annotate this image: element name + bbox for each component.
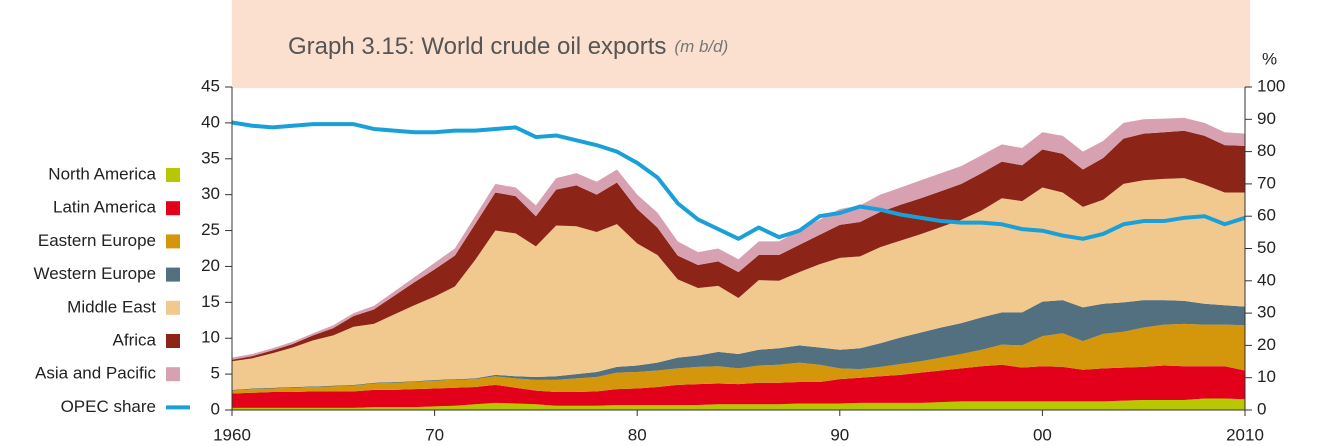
legend-label: Asia and Pacific	[35, 364, 156, 383]
area	[232, 300, 1245, 391]
units: (m b/d)	[674, 37, 728, 56]
legend-label: OPEC share	[61, 397, 156, 416]
y2-tick-label: 50	[1257, 238, 1276, 257]
y2-tick-label: 80	[1257, 141, 1276, 160]
y-tick-label: 5	[211, 364, 220, 383]
title-box	[232, 0, 1250, 88]
legend-swatch	[166, 300, 180, 315]
legend-swatch	[166, 367, 180, 382]
y-tick-label: 35	[201, 148, 220, 167]
line	[231, 120, 1246, 241]
legend-swatch	[166, 334, 180, 348]
y2-tick-label: 0	[1257, 399, 1266, 418]
y-tick-label: 20	[201, 256, 220, 275]
x-tick-label: 70	[425, 425, 444, 444]
title-text: Graph 3.15: World crude oil exports	[288, 33, 666, 60]
legend-label: Middle East	[67, 297, 156, 316]
y2-tick-label: 40	[1257, 270, 1276, 289]
area	[232, 323, 1245, 394]
y-tick-label: 25	[201, 220, 220, 239]
y2-tick-label: 60	[1257, 206, 1276, 225]
legend-label: North America	[48, 164, 156, 183]
y2-tick-label: 100	[1257, 76, 1285, 95]
x-tick-label: 90	[830, 425, 849, 444]
area	[232, 178, 1245, 390]
legend-swatch	[166, 267, 180, 282]
y-tick-label: 10	[201, 328, 220, 347]
y2-tick-label: 30	[1257, 303, 1276, 322]
legend-swatch	[166, 168, 180, 182]
legend-label: Latin America	[53, 198, 157, 217]
area	[232, 130, 1245, 362]
legend-label: Africa	[113, 330, 157, 349]
x-tick-label: 2010	[1226, 425, 1264, 444]
y-tick-label: 0	[211, 399, 220, 418]
y2-axis-label: %	[1262, 49, 1277, 68]
y-tick-label: 30	[201, 184, 220, 203]
y-tick-label: 15	[201, 292, 220, 311]
legend-label: Western Europe	[33, 264, 156, 283]
legend-swatch	[166, 234, 180, 249]
x-tick-label: 00	[1033, 425, 1052, 444]
legend-label: Eastern Europe	[38, 231, 156, 250]
legend-swatch	[166, 201, 180, 216]
area	[232, 364, 1245, 408]
x-tick-label: 80	[628, 425, 647, 444]
y2-tick-label: 10	[1257, 367, 1276, 386]
y2-tick-label: 70	[1257, 173, 1276, 192]
y2-tick-label: 20	[1257, 335, 1276, 354]
y2-tick-label: 90	[1257, 109, 1276, 128]
y-tick-label: 45	[201, 76, 220, 95]
chart-title: Graph 3.15: World crude oil exports (m b/…	[288, 33, 728, 60]
x-tick-label: 1960	[213, 425, 251, 444]
y-tick-label: 40	[201, 112, 220, 131]
